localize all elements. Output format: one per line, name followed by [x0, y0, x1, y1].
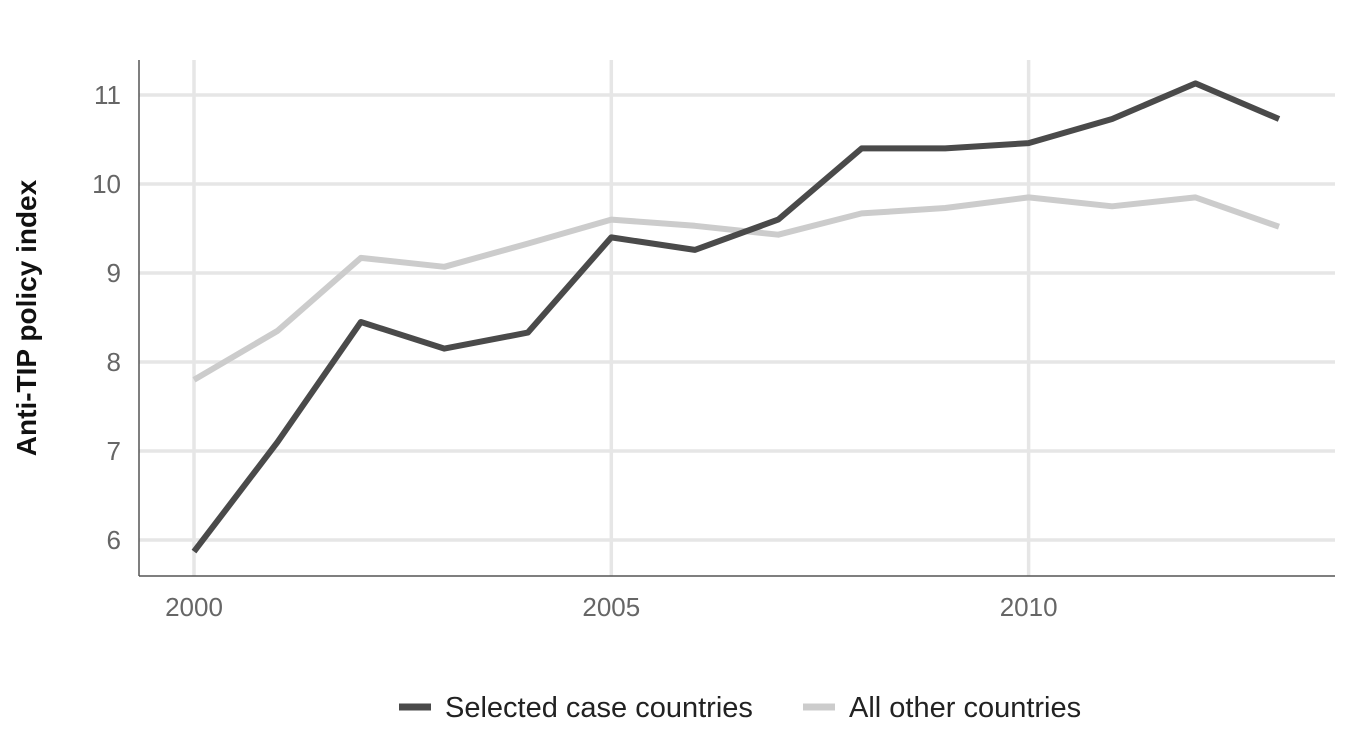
y-tick-label: 11: [94, 80, 121, 110]
y-tick-label: 8: [107, 347, 121, 377]
y-tick-label: 6: [107, 525, 121, 555]
y-tick-label: 9: [107, 258, 121, 288]
y-axis-title: Anti-TIP policy index: [11, 179, 42, 456]
x-tick-label: 2000: [165, 592, 223, 622]
x-tick-label: 2010: [1000, 592, 1058, 622]
grid: [139, 60, 1335, 576]
axes: [138, 60, 1335, 577]
series: [191, 80, 1281, 554]
y-tick-label: 7: [107, 436, 121, 466]
series-line-2: [192, 194, 1280, 383]
y-tick-label: 10: [92, 169, 121, 199]
series-line-1: [191, 80, 1281, 554]
tick-labels: 6 7 8 9 10 11 2000 2005 2010: [92, 80, 1057, 622]
x-tick-label: 2005: [582, 592, 640, 622]
legend-label-2: All other countries: [849, 692, 1081, 724]
legend: Selected case countries All other countri…: [399, 692, 1081, 724]
legend-label-1: Selected case countries: [445, 692, 753, 724]
